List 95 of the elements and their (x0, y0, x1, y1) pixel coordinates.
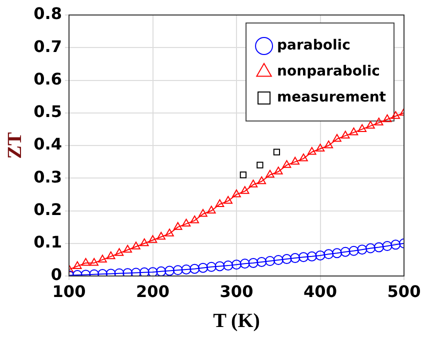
point (348, 246, 359, 256)
point (316, 144, 325, 152)
point (198, 209, 208, 217)
point (290, 253, 300, 264)
point (273, 148, 280, 156)
point (240, 186, 250, 194)
point (165, 228, 174, 236)
y-axis-title: ZT (4, 132, 26, 159)
point (324, 249, 334, 260)
point (139, 267, 150, 276)
point (156, 266, 166, 276)
point (390, 240, 401, 250)
point (349, 127, 358, 136)
point (173, 222, 182, 230)
point (172, 265, 183, 276)
point (366, 243, 376, 254)
point (306, 251, 317, 262)
point (282, 160, 292, 168)
point (290, 156, 300, 165)
point (206, 206, 216, 214)
point (215, 199, 224, 207)
point (132, 242, 140, 250)
point (265, 256, 275, 266)
point (324, 140, 334, 148)
y-tick-label: 0.6 (34, 69, 62, 88)
point (156, 232, 166, 240)
point (214, 261, 225, 272)
point (148, 235, 158, 243)
point (81, 258, 90, 266)
point (391, 111, 400, 119)
point (357, 244, 368, 255)
point (273, 255, 284, 266)
point (198, 262, 208, 273)
point (240, 172, 247, 178)
point (382, 240, 392, 251)
point (90, 258, 99, 266)
x-tick-label: 100 (52, 282, 86, 301)
point (248, 258, 258, 268)
legend-label: measurement (277, 90, 386, 106)
point (182, 218, 191, 227)
point (223, 260, 234, 271)
y-tick-label: 0.4 (34, 134, 62, 154)
point (332, 248, 342, 258)
y-tick-label: 0.1 (34, 232, 62, 252)
point (374, 242, 384, 252)
point (114, 268, 124, 276)
point (114, 248, 124, 256)
point (232, 189, 241, 198)
x-tick-label: 200 (136, 282, 170, 301)
point (131, 268, 141, 276)
x-tick-label: 300 (220, 282, 254, 301)
y-tick-label: 0.2 (34, 200, 62, 219)
y-tick-label: 0.5 (34, 102, 62, 122)
point (240, 258, 250, 269)
point (248, 180, 258, 188)
point (232, 260, 242, 270)
y-tick-label: 0 (50, 265, 62, 284)
legend-label: parabolic (277, 38, 350, 54)
point (266, 170, 274, 178)
point (181, 264, 192, 274)
point (256, 162, 264, 168)
y-tick-label: 0.8 (34, 4, 62, 24)
point (257, 176, 266, 184)
y-tick-label: 0.7 (34, 36, 62, 56)
point (332, 134, 342, 142)
y-tick-label: 0.3 (34, 167, 62, 186)
point (190, 216, 200, 224)
point (315, 250, 326, 260)
point (366, 120, 375, 129)
point (98, 254, 107, 262)
legend-label: nonparabolic (277, 64, 380, 80)
point (307, 147, 316, 155)
point (140, 238, 149, 246)
x-axis-title: T (K) (213, 310, 260, 332)
point (299, 154, 308, 162)
point (224, 196, 233, 204)
point (148, 267, 158, 276)
point (164, 266, 174, 276)
point (122, 268, 133, 276)
point (106, 251, 116, 260)
x-tick-label: 400 (304, 282, 337, 301)
point (374, 118, 384, 126)
point (256, 256, 267, 267)
point (123, 244, 132, 253)
point (274, 166, 283, 174)
point (358, 124, 367, 132)
point (190, 264, 200, 274)
point (340, 246, 350, 257)
x-tick-label: 500 (387, 282, 421, 301)
point (282, 254, 292, 264)
point (206, 262, 216, 272)
point (72, 261, 82, 269)
point (298, 252, 308, 262)
point (382, 114, 392, 122)
point (340, 130, 350, 138)
